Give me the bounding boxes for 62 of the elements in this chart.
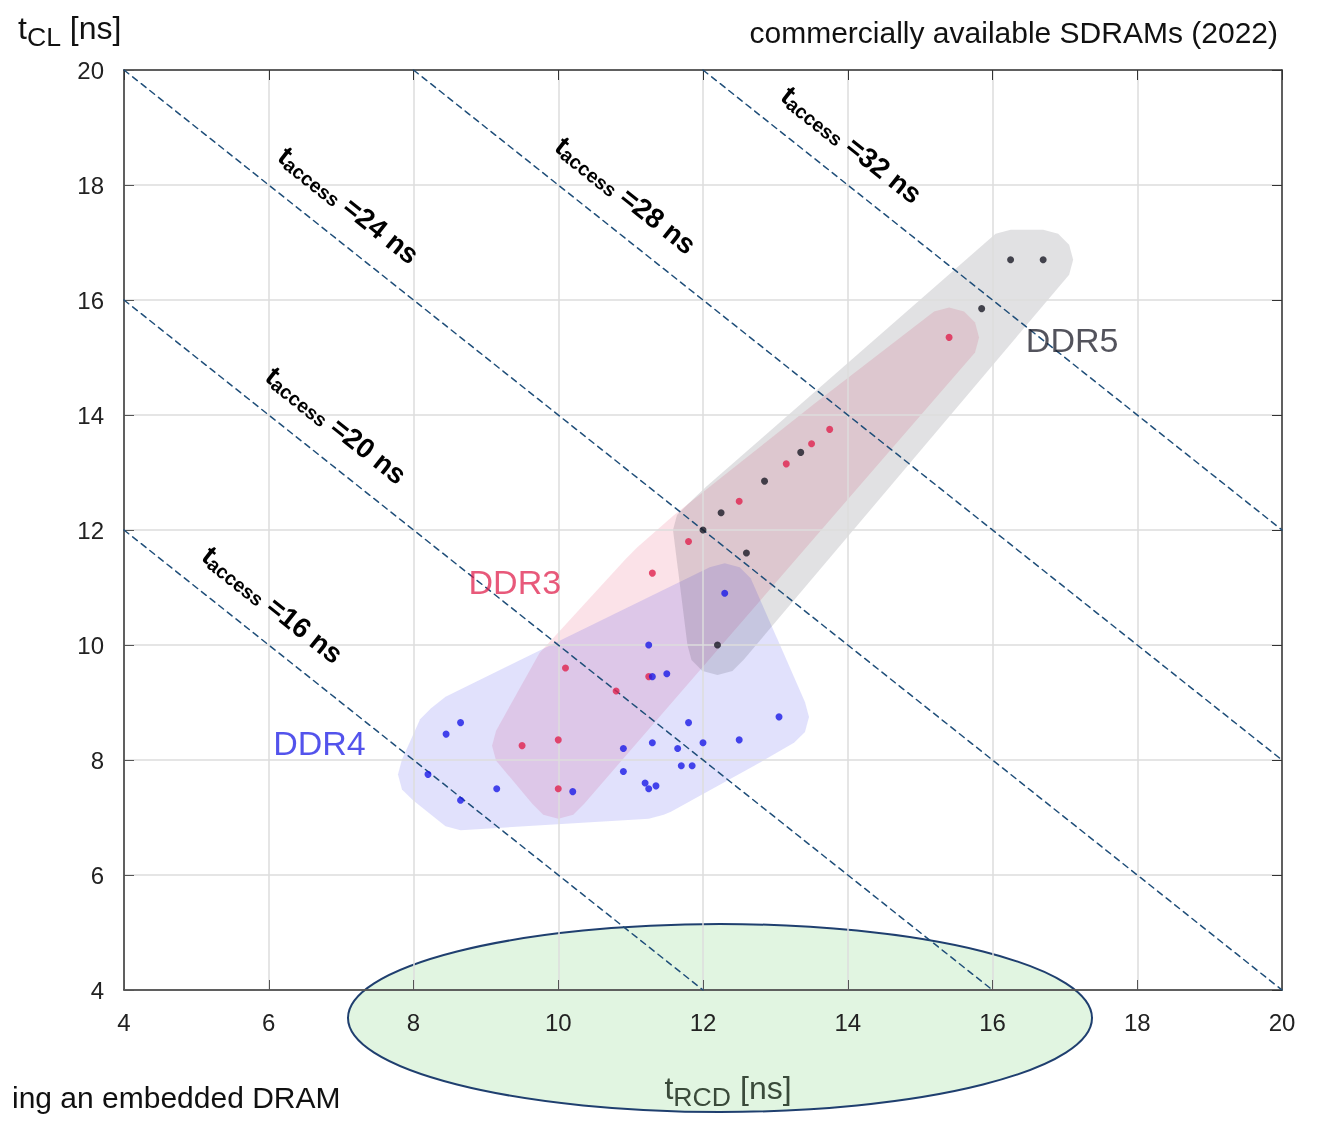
point <box>721 589 729 597</box>
point <box>569 788 577 796</box>
x-tick-label: 10 <box>544 1008 572 1036</box>
point <box>648 739 656 747</box>
point <box>457 719 465 727</box>
point <box>1039 256 1047 264</box>
point <box>518 742 526 750</box>
point <box>717 509 725 517</box>
point <box>648 569 656 577</box>
point <box>674 745 682 752</box>
y-tick-label: 18 <box>77 171 104 199</box>
point <box>554 785 562 793</box>
point <box>619 768 627 775</box>
point <box>1007 256 1015 264</box>
chart-title: commercially available SDRAMs (2022) <box>749 15 1279 49</box>
x-tick-label: 18 <box>1123 1008 1151 1036</box>
point <box>735 497 743 505</box>
y-tick-label: 16 <box>77 286 104 314</box>
y-tick-label: 20 <box>77 56 104 84</box>
point <box>978 305 986 313</box>
point <box>742 549 750 557</box>
point <box>457 796 465 804</box>
x-tick-label: 4 <box>117 1008 131 1036</box>
y-tick-label: 4 <box>90 976 104 1004</box>
y-tick-label: 10 <box>77 631 104 659</box>
y-tick-label: 8 <box>90 746 104 774</box>
point <box>554 736 562 744</box>
point <box>645 785 653 793</box>
x-tick-label: 12 <box>689 1008 717 1036</box>
point <box>663 670 671 678</box>
point <box>826 425 834 433</box>
point <box>685 719 693 727</box>
x-axis-title: t$_{RCD}$ [ns] <box>663 1069 793 1115</box>
point <box>424 770 432 778</box>
series-label: DDR5 <box>1025 321 1119 360</box>
point <box>619 745 627 752</box>
point <box>677 762 685 770</box>
point <box>699 739 707 747</box>
point <box>797 448 805 456</box>
x-tick-label: 16 <box>979 1008 1006 1036</box>
x-tick-label: 20 <box>1268 1008 1296 1036</box>
y-tick-label: 14 <box>77 401 104 429</box>
x-tick-label: 6 <box>262 1008 276 1036</box>
point <box>761 477 769 485</box>
point <box>561 664 569 672</box>
point <box>735 736 743 744</box>
y-tick-label: 6 <box>90 861 104 889</box>
point <box>945 333 953 341</box>
x-tick-label: 14 <box>834 1008 862 1036</box>
point <box>782 460 790 468</box>
x-tick-label: 8 <box>406 1008 421 1036</box>
point <box>685 538 693 545</box>
text: ing an embedded DRAM <box>12 1080 341 1114</box>
series-label: DDR3 <box>468 562 562 601</box>
y-tick-label: 12 <box>77 516 104 544</box>
point <box>493 785 501 793</box>
point <box>688 762 696 770</box>
point <box>713 641 721 649</box>
series-label: DDR4 <box>273 723 366 762</box>
y-axis-title: t$_{CL}$ [ns] <box>18 9 122 55</box>
point <box>645 641 653 649</box>
point <box>808 440 816 448</box>
